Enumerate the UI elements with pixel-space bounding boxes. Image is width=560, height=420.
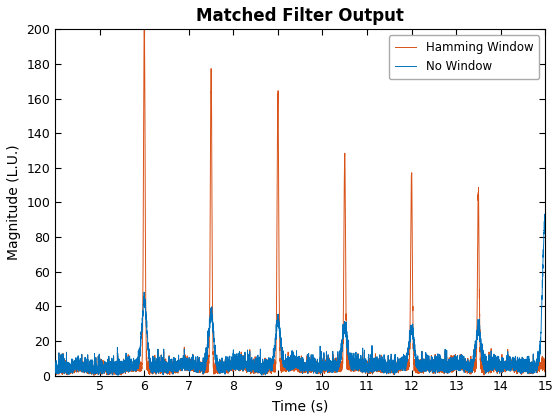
Hamming Window [329,366,336,371]
No Window [542,219,548,224]
No Window [530,365,537,370]
Legend: Hamming Window, No Window: Hamming Window, No Window [389,35,539,79]
Hamming Window [228,364,235,369]
No Window [374,365,381,370]
No Window [329,362,336,367]
Hamming Window [124,365,131,370]
Hamming Window [542,368,548,373]
Hamming Window [91,373,97,378]
Hamming Window [374,364,381,369]
Y-axis label: Magnitude (L.U.): Magnitude (L.U.) [7,144,21,260]
Hamming Window [283,359,290,364]
No Window [114,373,121,378]
Hamming Window [52,371,59,376]
No Window [52,367,59,372]
No Window [283,366,290,371]
No Window [541,212,548,217]
No Window [124,365,131,370]
Title: Matched Filter Output: Matched Filter Output [196,7,404,25]
Line: Hamming Window: Hamming Window [55,24,545,375]
Hamming Window [530,362,537,367]
Line: No Window: No Window [55,214,545,375]
Hamming Window [141,22,147,27]
X-axis label: Time (s): Time (s) [272,399,328,413]
No Window [228,362,235,367]
